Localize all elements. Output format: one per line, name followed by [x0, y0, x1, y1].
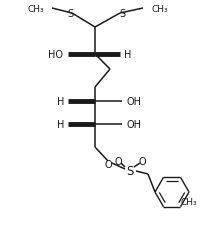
Text: H: H	[124, 50, 131, 60]
Text: O: O	[114, 156, 122, 166]
Text: HO: HO	[48, 50, 63, 60]
Text: S: S	[119, 9, 125, 19]
Text: H: H	[57, 96, 64, 106]
Text: CH₃: CH₃	[27, 5, 44, 13]
Text: CH₃: CH₃	[151, 5, 168, 13]
Text: OH: OH	[127, 119, 142, 129]
Text: O: O	[104, 159, 112, 169]
Text: O: O	[138, 156, 146, 166]
Text: CH₃: CH₃	[181, 198, 197, 207]
Text: S: S	[67, 9, 73, 19]
Text: OH: OH	[127, 96, 142, 106]
Text: S: S	[126, 165, 134, 178]
Text: H: H	[57, 119, 64, 129]
